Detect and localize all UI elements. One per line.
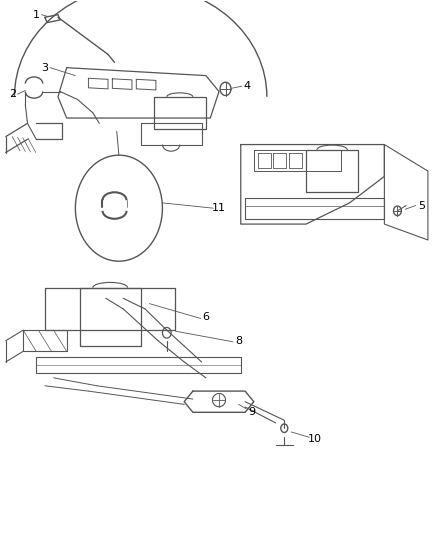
Text: 1: 1 [33,10,40,20]
Text: 10: 10 [308,434,322,444]
Text: 9: 9 [248,407,255,417]
Text: 2: 2 [9,89,16,99]
Text: 5: 5 [418,200,425,211]
Text: 6: 6 [202,312,209,322]
Text: 8: 8 [235,336,242,346]
Text: 3: 3 [42,63,49,72]
Text: 4: 4 [244,81,251,91]
Text: 11: 11 [212,203,226,213]
